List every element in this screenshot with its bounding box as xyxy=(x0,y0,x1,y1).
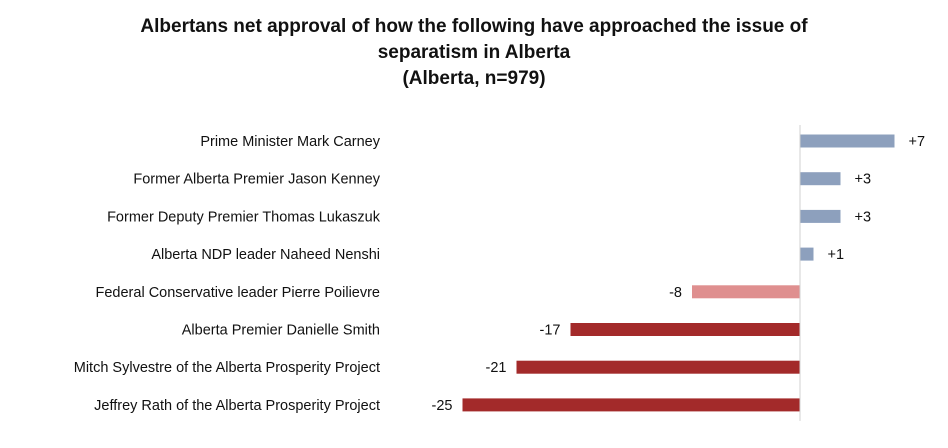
chart-title-line-1: Albertans net approval of how the follow… xyxy=(140,16,808,37)
value-label-2: +3 xyxy=(855,172,872,188)
bar-3 xyxy=(800,209,841,223)
category-label-6: Alberta Premier Danielle Smith xyxy=(182,323,380,339)
bar-1 xyxy=(800,134,895,148)
category-label-1: Prime Minister Mark Carney xyxy=(200,134,380,150)
value-label-1: +7 xyxy=(909,134,926,150)
value-label-7: -21 xyxy=(486,360,507,376)
category-label-3: Former Deputy Premier Thomas Lukaszuk xyxy=(107,209,381,225)
value-label-6: -17 xyxy=(540,323,561,339)
value-label-4: +1 xyxy=(828,247,845,263)
bar-5 xyxy=(692,285,800,299)
chart-title: Albertans net approval of how the follow… xyxy=(0,14,948,92)
bar-7 xyxy=(516,360,800,374)
category-label-7: Mitch Sylvestre of the Alberta Prosperit… xyxy=(74,360,380,376)
value-label-8: -25 xyxy=(432,398,453,414)
category-label-4: Alberta NDP leader Naheed Nenshi xyxy=(151,247,380,263)
labels-layer: Prime Minister Mark Carney +7 Former Alber… xyxy=(74,134,925,414)
bar-2 xyxy=(800,172,841,186)
bars-layer xyxy=(462,134,895,412)
value-label-3: +3 xyxy=(855,209,872,225)
value-label-5: -8 xyxy=(669,285,682,301)
category-label-8: Jeffrey Rath of the Alberta Prosperity P… xyxy=(94,398,380,414)
chart-title-line-2: separatism in Alberta xyxy=(377,42,571,63)
bar-8 xyxy=(462,398,800,412)
bar-6 xyxy=(570,323,800,336)
category-label-2: Former Alberta Premier Jason Kenney xyxy=(133,172,380,188)
chart-title-line-3: (Alberta, n=979) xyxy=(402,68,546,89)
bar-4 xyxy=(800,247,814,261)
category-label-5: Federal Conservative leader Pierre Poili… xyxy=(96,285,381,301)
